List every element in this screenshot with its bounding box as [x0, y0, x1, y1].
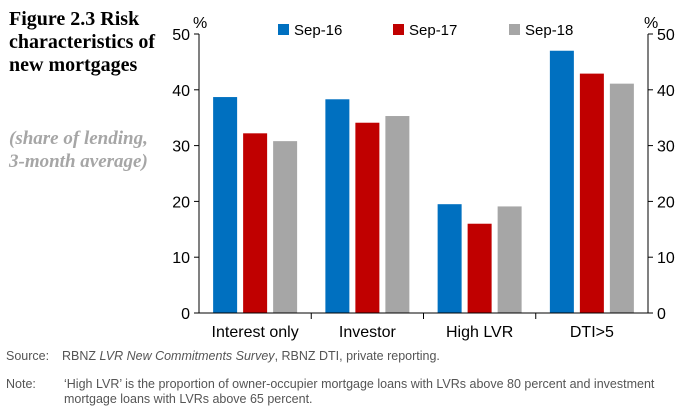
figure-title: Figure 2.3 Risk characteristics of new m…: [9, 8, 156, 76]
y-axis-label-left: %: [193, 15, 207, 32]
y-tick-label-right: 0: [657, 306, 666, 323]
y-tick-label-right: 20: [657, 194, 675, 211]
y-tick-label-left: 10: [172, 250, 190, 267]
x-tick-label: Investor: [339, 324, 397, 341]
y-tick-label-left: 50: [172, 27, 190, 44]
y-tick-label-right: 40: [657, 83, 675, 100]
bar-sep-18-3: [609, 83, 634, 313]
y-tick-label-left: 40: [172, 83, 190, 100]
y-tick-label-left: 0: [181, 306, 190, 323]
legend-swatch-sep-17: [393, 24, 404, 35]
bar-sep-17-0: [243, 133, 268, 313]
bar-sep-18-1: [385, 116, 410, 313]
y-tick-label-right: 30: [657, 139, 675, 156]
bars: [213, 50, 634, 314]
source-label: Source:: [6, 349, 50, 363]
source-italic: LVR New Commitments Survey: [99, 349, 275, 363]
legend-swatch-sep-18: [509, 24, 520, 35]
bar-sep-16-3: [549, 50, 574, 314]
y-tick-label-left: 20: [172, 194, 190, 211]
bar-sep-18-0: [273, 141, 298, 313]
footnote: Note: ‘High LVR’ is the proportion of ow…: [6, 377, 684, 407]
legend-swatch-sep-16: [278, 24, 289, 35]
y-tick-label-right: 10: [657, 250, 675, 267]
bar-sep-17-1: [355, 122, 380, 313]
source-text-2: , RBNZ DTI, private reporting.: [274, 349, 440, 363]
y-tick-label-left: 30: [172, 139, 190, 156]
legend-label-sep-17: Sep-17: [409, 22, 457, 39]
note-text: ‘High LVR’ is the proportion of owner-oc…: [64, 377, 655, 406]
y-axis-label-right: %: [644, 15, 658, 32]
y-tick-label-right: 50: [657, 27, 675, 44]
bar-sep-17-3: [579, 73, 604, 313]
legend-label-sep-18: Sep-18: [525, 22, 573, 39]
legend: Sep-16 Sep-17 Sep-18: [278, 22, 573, 39]
bar-sep-18-2: [497, 206, 522, 313]
x-tick-label: DTI>5: [570, 324, 614, 341]
bar-sep-16-1: [325, 99, 350, 313]
bar-sep-16-2: [437, 204, 462, 313]
axes: 0 0 10 10 20 20 30 30 40 40 50 50% % Interest only Inv…: [172, 15, 675, 341]
bar-sep-17-2: [467, 223, 492, 313]
bar-chart: Sep-16 Sep-17 Sep-18 0 0 10 10 20 20 30 30 40 40 50 5…: [172, 15, 675, 341]
x-tick-label: High LVR: [446, 324, 513, 341]
figure-subtitle: (share of lending, 3-month average): [9, 128, 148, 172]
x-tick-label: Interest only: [212, 324, 299, 341]
bar-sep-16-0: [213, 97, 238, 313]
legend-label-sep-16: Sep-16: [294, 22, 342, 39]
note-label: Note:: [6, 377, 36, 391]
source-note: Source: RBNZ LVR New Commitments Survey, …: [6, 349, 440, 363]
source-text-1: RBNZ: [62, 349, 100, 363]
